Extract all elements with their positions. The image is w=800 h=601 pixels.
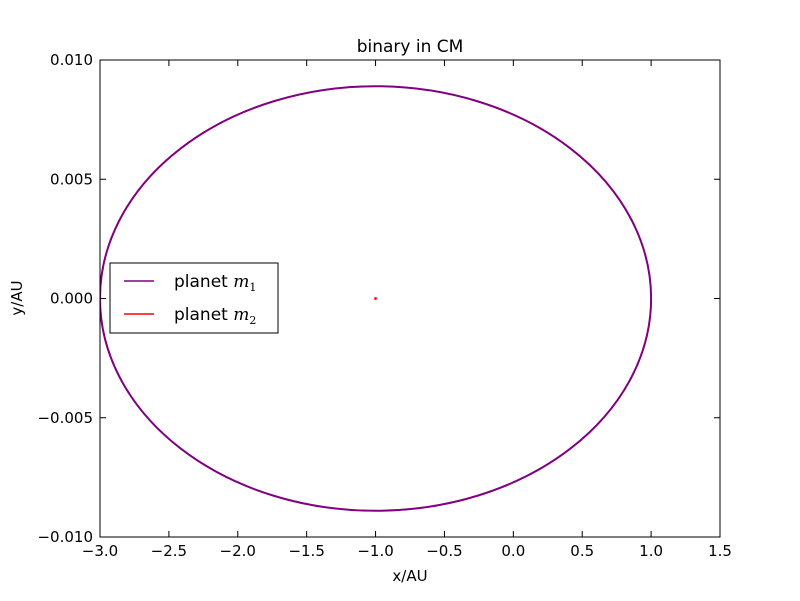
x-tick-label: 1.5: [708, 542, 732, 560]
x-tick-label: −2.5: [151, 542, 187, 560]
y-tick-label: −0.010: [37, 528, 93, 546]
x-tick-label: −0.5: [426, 542, 462, 560]
legend-box: [109, 262, 279, 334]
y-tick-label: 0.000: [50, 290, 93, 308]
chart-title: binary in CM: [357, 37, 464, 57]
x-tick-label: 1.0: [639, 542, 663, 560]
x-tick-label: −1.0: [357, 542, 393, 560]
x-tick-label: −2.0: [220, 542, 256, 560]
x-axis-label: x/AU: [392, 567, 427, 585]
y-axis-label: y/AU: [8, 280, 26, 315]
x-tick-label: 0.5: [570, 542, 594, 560]
y-tick-label: −0.005: [37, 409, 93, 427]
x-tick-label: −1.5: [288, 542, 324, 560]
legend-label-m1: planet m1: [174, 272, 256, 294]
series-line-m2: [374, 297, 377, 300]
x-tick-label: −3.0: [82, 542, 118, 560]
x-tick-label: 0.0: [501, 542, 525, 560]
y-tick-label: 0.005: [50, 170, 93, 188]
plot-area: −3.0 −2.5 −2.0 −1.5 −1.0 −0.5 0.0 0.5 1.0 1.5 −0.0…: [37, 51, 731, 560]
series-line-m1: [100, 85, 653, 512]
y-tick-label: 0.010: [50, 51, 93, 69]
legend-label-m2: planet m2: [174, 305, 256, 327]
